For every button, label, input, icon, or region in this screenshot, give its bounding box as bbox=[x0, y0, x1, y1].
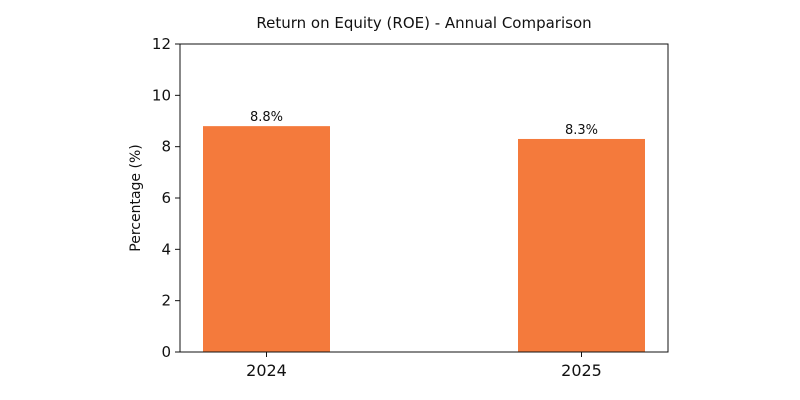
plot-area: 8.8% 8.3% 0 2 4 6 8 10 12 2024 2025 bbox=[152, 35, 669, 380]
y-tick-label-10: 10 bbox=[152, 86, 171, 104]
y-tick-label-0: 0 bbox=[161, 343, 171, 361]
chart-title: Return on Equity (ROE) - Annual Comparis… bbox=[256, 14, 591, 32]
y-axis-label: Percentage (%) bbox=[128, 144, 144, 251]
x-tick-label-2024: 2024 bbox=[246, 361, 287, 380]
y-tick-label-6: 6 bbox=[161, 189, 171, 207]
bar-2024 bbox=[203, 126, 330, 352]
y-tick-label-8: 8 bbox=[161, 138, 171, 156]
data-label-2024: 8.8% bbox=[250, 110, 283, 125]
bar-2025 bbox=[518, 138, 645, 352]
data-label-2025: 8.3% bbox=[565, 123, 598, 138]
x-tick-label-2025: 2025 bbox=[561, 361, 602, 380]
y-tick-label-2: 2 bbox=[161, 292, 171, 310]
y-tick-label-4: 4 bbox=[161, 240, 171, 258]
y-tick-label-12: 12 bbox=[152, 35, 171, 53]
